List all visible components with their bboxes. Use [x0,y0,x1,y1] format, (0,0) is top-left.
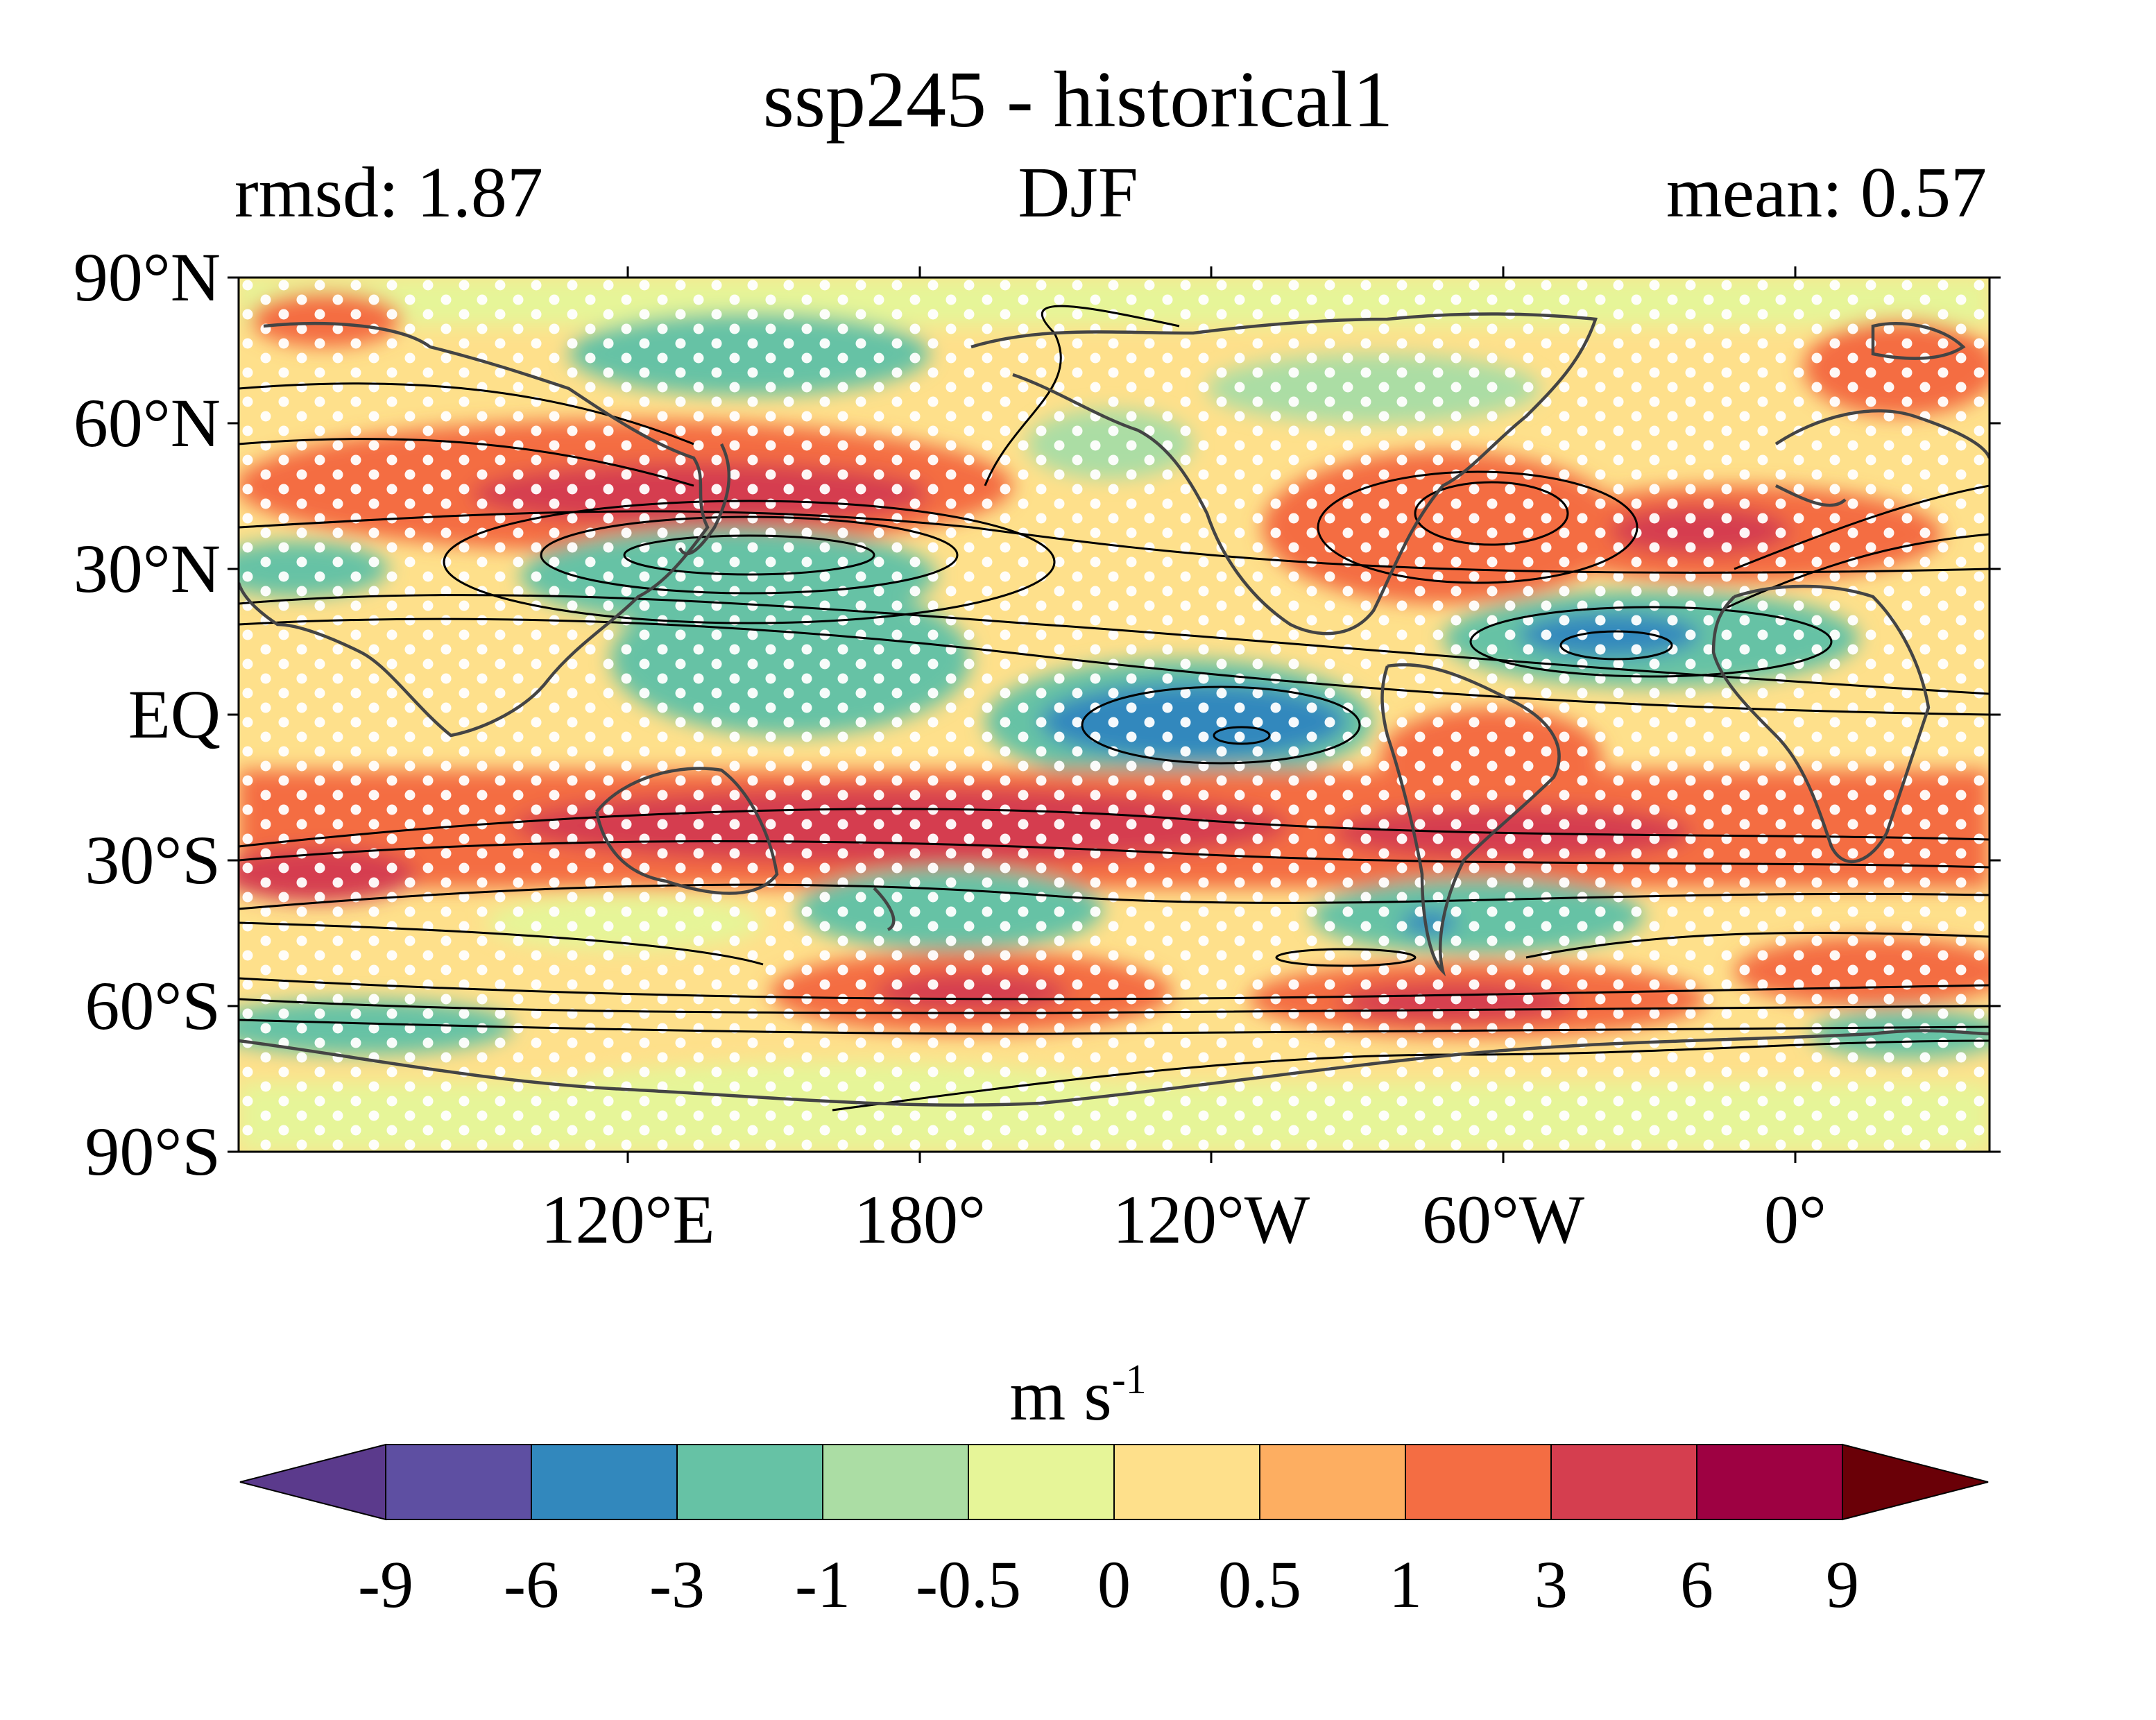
lon-label-0: 0° [1764,1181,1826,1258]
coastlines [239,312,1990,1107]
colorbar-segment [1259,1444,1406,1520]
colorbar-tick-label: 1 [1389,1547,1422,1621]
colorbar-tick-label: 9 [1826,1547,1859,1621]
colorbar-tick-label: -3 [649,1547,705,1621]
colorbar-extend-high [1842,1443,1989,1521]
colorbar-segment [676,1444,823,1520]
colorbar-frame [385,1444,1843,1520]
coast-japan [678,443,731,556]
coast-australia [594,767,779,895]
colorbar-segment [822,1444,969,1520]
mean-label: mean: 0.57 [1666,153,1987,232]
figure-title: ssp245 - historical1 [762,56,1394,144]
coast-south-america [1380,663,1561,977]
lon-label-180: 180° [854,1181,986,1258]
rmsd-label: rmsd: 1.87 [234,153,543,232]
colorbar-tick-label: 0 [1097,1547,1131,1621]
coast-europe [1774,409,1990,507]
lat-label-30n: 30°N [73,530,221,607]
colorbar-segment [968,1444,1115,1520]
lat-label-90s: 90°S [85,1113,221,1190]
lat-label-90n: 90°N [73,239,221,316]
lat-label-60n: 60°N [73,384,221,461]
colorbar-tick-label: -6 [504,1547,559,1621]
colorbar-segment [1405,1444,1552,1520]
season-label: DJF [1018,153,1138,232]
colorbar-segment [1550,1444,1697,1520]
coast-antarctica [239,1029,1990,1107]
coast-asia [239,322,710,738]
colorbar-segment [531,1444,678,1520]
colorbar-extend-low [239,1443,386,1521]
lon-label-60w: 60°W [1421,1181,1585,1258]
colorbar-tick-label: 6 [1680,1547,1713,1621]
lon-label-120e: 120°E [540,1181,715,1258]
lat-label-30s: 30°S [85,821,221,899]
map-area [239,278,1990,1152]
axis-ticks [228,266,2001,1163]
colorbar-tick-label: 0.5 [1218,1547,1301,1621]
lat-label-eq: EQ [128,676,221,753]
coast-africa [1711,584,1931,863]
lat-label-60s: 60°S [85,967,221,1044]
colorbar-segment [385,1444,532,1520]
coast-north-america [970,312,1598,636]
stippling [239,278,1990,1152]
colorbar-segments [385,1444,1843,1520]
lon-label-120w: 120°W [1112,1181,1310,1258]
colorbar [239,1443,1989,1521]
coast-greenland [1871,322,1966,360]
colorbar-tick-label: -9 [358,1547,413,1621]
colorbar-tick-label: -1 [795,1547,850,1621]
colorbar-unit: m s-1 [1009,1356,1147,1436]
colorbar-tick-label: 3 [1534,1547,1568,1621]
colorbar-segment [1113,1444,1260,1520]
colorbar-tick-label: -0.5 [916,1547,1021,1621]
coast-newzealand [873,887,896,932]
colorbar-segment [1696,1444,1843,1520]
